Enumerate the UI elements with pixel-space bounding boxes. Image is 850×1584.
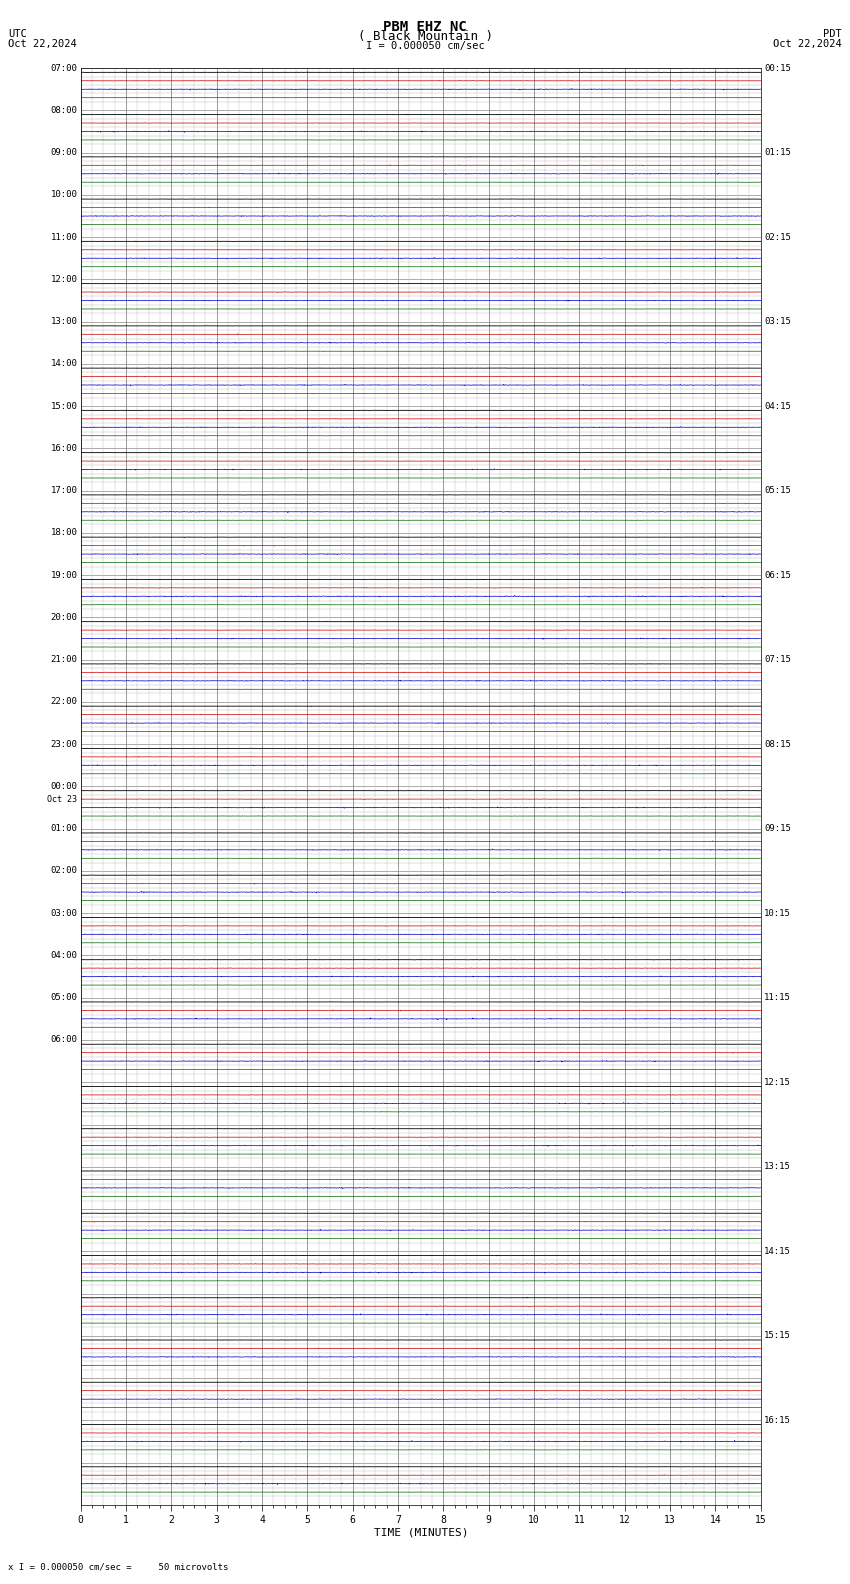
Text: 22:00: 22:00 bbox=[50, 697, 77, 706]
Text: 17:00: 17:00 bbox=[50, 486, 77, 496]
Text: 20:00: 20:00 bbox=[50, 613, 77, 623]
Text: 09:00: 09:00 bbox=[50, 149, 77, 157]
Text: 13:15: 13:15 bbox=[764, 1163, 791, 1171]
Text: PBM EHZ NC: PBM EHZ NC bbox=[383, 21, 467, 33]
Text: 03:00: 03:00 bbox=[50, 909, 77, 917]
Text: 00:15: 00:15 bbox=[764, 63, 791, 73]
Text: 01:00: 01:00 bbox=[50, 824, 77, 833]
Text: 16:15: 16:15 bbox=[764, 1416, 791, 1424]
Text: 08:00: 08:00 bbox=[50, 106, 77, 116]
Text: 11:00: 11:00 bbox=[50, 233, 77, 242]
Text: 06:15: 06:15 bbox=[764, 570, 791, 580]
Text: 04:15: 04:15 bbox=[764, 402, 791, 410]
Text: 01:15: 01:15 bbox=[764, 149, 791, 157]
Text: ( Black Mountain ): ( Black Mountain ) bbox=[358, 30, 492, 43]
X-axis label: TIME (MINUTES): TIME (MINUTES) bbox=[373, 1529, 468, 1538]
Text: 12:00: 12:00 bbox=[50, 276, 77, 284]
Text: 09:15: 09:15 bbox=[764, 824, 791, 833]
Text: 05:15: 05:15 bbox=[764, 486, 791, 496]
Text: 13:00: 13:00 bbox=[50, 317, 77, 326]
Text: 03:15: 03:15 bbox=[764, 317, 791, 326]
Text: UTC: UTC bbox=[8, 29, 27, 38]
Text: 10:15: 10:15 bbox=[764, 909, 791, 917]
Text: 14:00: 14:00 bbox=[50, 360, 77, 369]
Text: 06:00: 06:00 bbox=[50, 1036, 77, 1044]
Text: 12:15: 12:15 bbox=[764, 1077, 791, 1087]
Text: 02:00: 02:00 bbox=[50, 866, 77, 876]
Text: 18:00: 18:00 bbox=[50, 529, 77, 537]
Text: 07:00: 07:00 bbox=[50, 63, 77, 73]
Text: PDT: PDT bbox=[823, 29, 842, 38]
Text: 00:00: 00:00 bbox=[50, 782, 77, 790]
Text: 10:00: 10:00 bbox=[50, 190, 77, 200]
Text: 16:00: 16:00 bbox=[50, 444, 77, 453]
Text: 11:15: 11:15 bbox=[764, 993, 791, 1003]
Text: 23:00: 23:00 bbox=[50, 740, 77, 749]
Text: 19:00: 19:00 bbox=[50, 570, 77, 580]
Text: 14:15: 14:15 bbox=[764, 1247, 791, 1256]
Text: Oct 23: Oct 23 bbox=[48, 795, 77, 803]
Text: Oct 22,2024: Oct 22,2024 bbox=[773, 38, 842, 49]
Text: 04:00: 04:00 bbox=[50, 950, 77, 960]
Text: x I = 0.000050 cm/sec =     50 microvolts: x I = 0.000050 cm/sec = 50 microvolts bbox=[8, 1562, 229, 1571]
Text: 15:00: 15:00 bbox=[50, 402, 77, 410]
Text: 05:00: 05:00 bbox=[50, 993, 77, 1003]
Text: 15:15: 15:15 bbox=[764, 1331, 791, 1340]
Text: 02:15: 02:15 bbox=[764, 233, 791, 242]
Text: Oct 22,2024: Oct 22,2024 bbox=[8, 38, 77, 49]
Text: 08:15: 08:15 bbox=[764, 740, 791, 749]
Text: 21:00: 21:00 bbox=[50, 656, 77, 664]
Text: I = 0.000050 cm/sec: I = 0.000050 cm/sec bbox=[366, 41, 484, 51]
Text: 07:15: 07:15 bbox=[764, 656, 791, 664]
